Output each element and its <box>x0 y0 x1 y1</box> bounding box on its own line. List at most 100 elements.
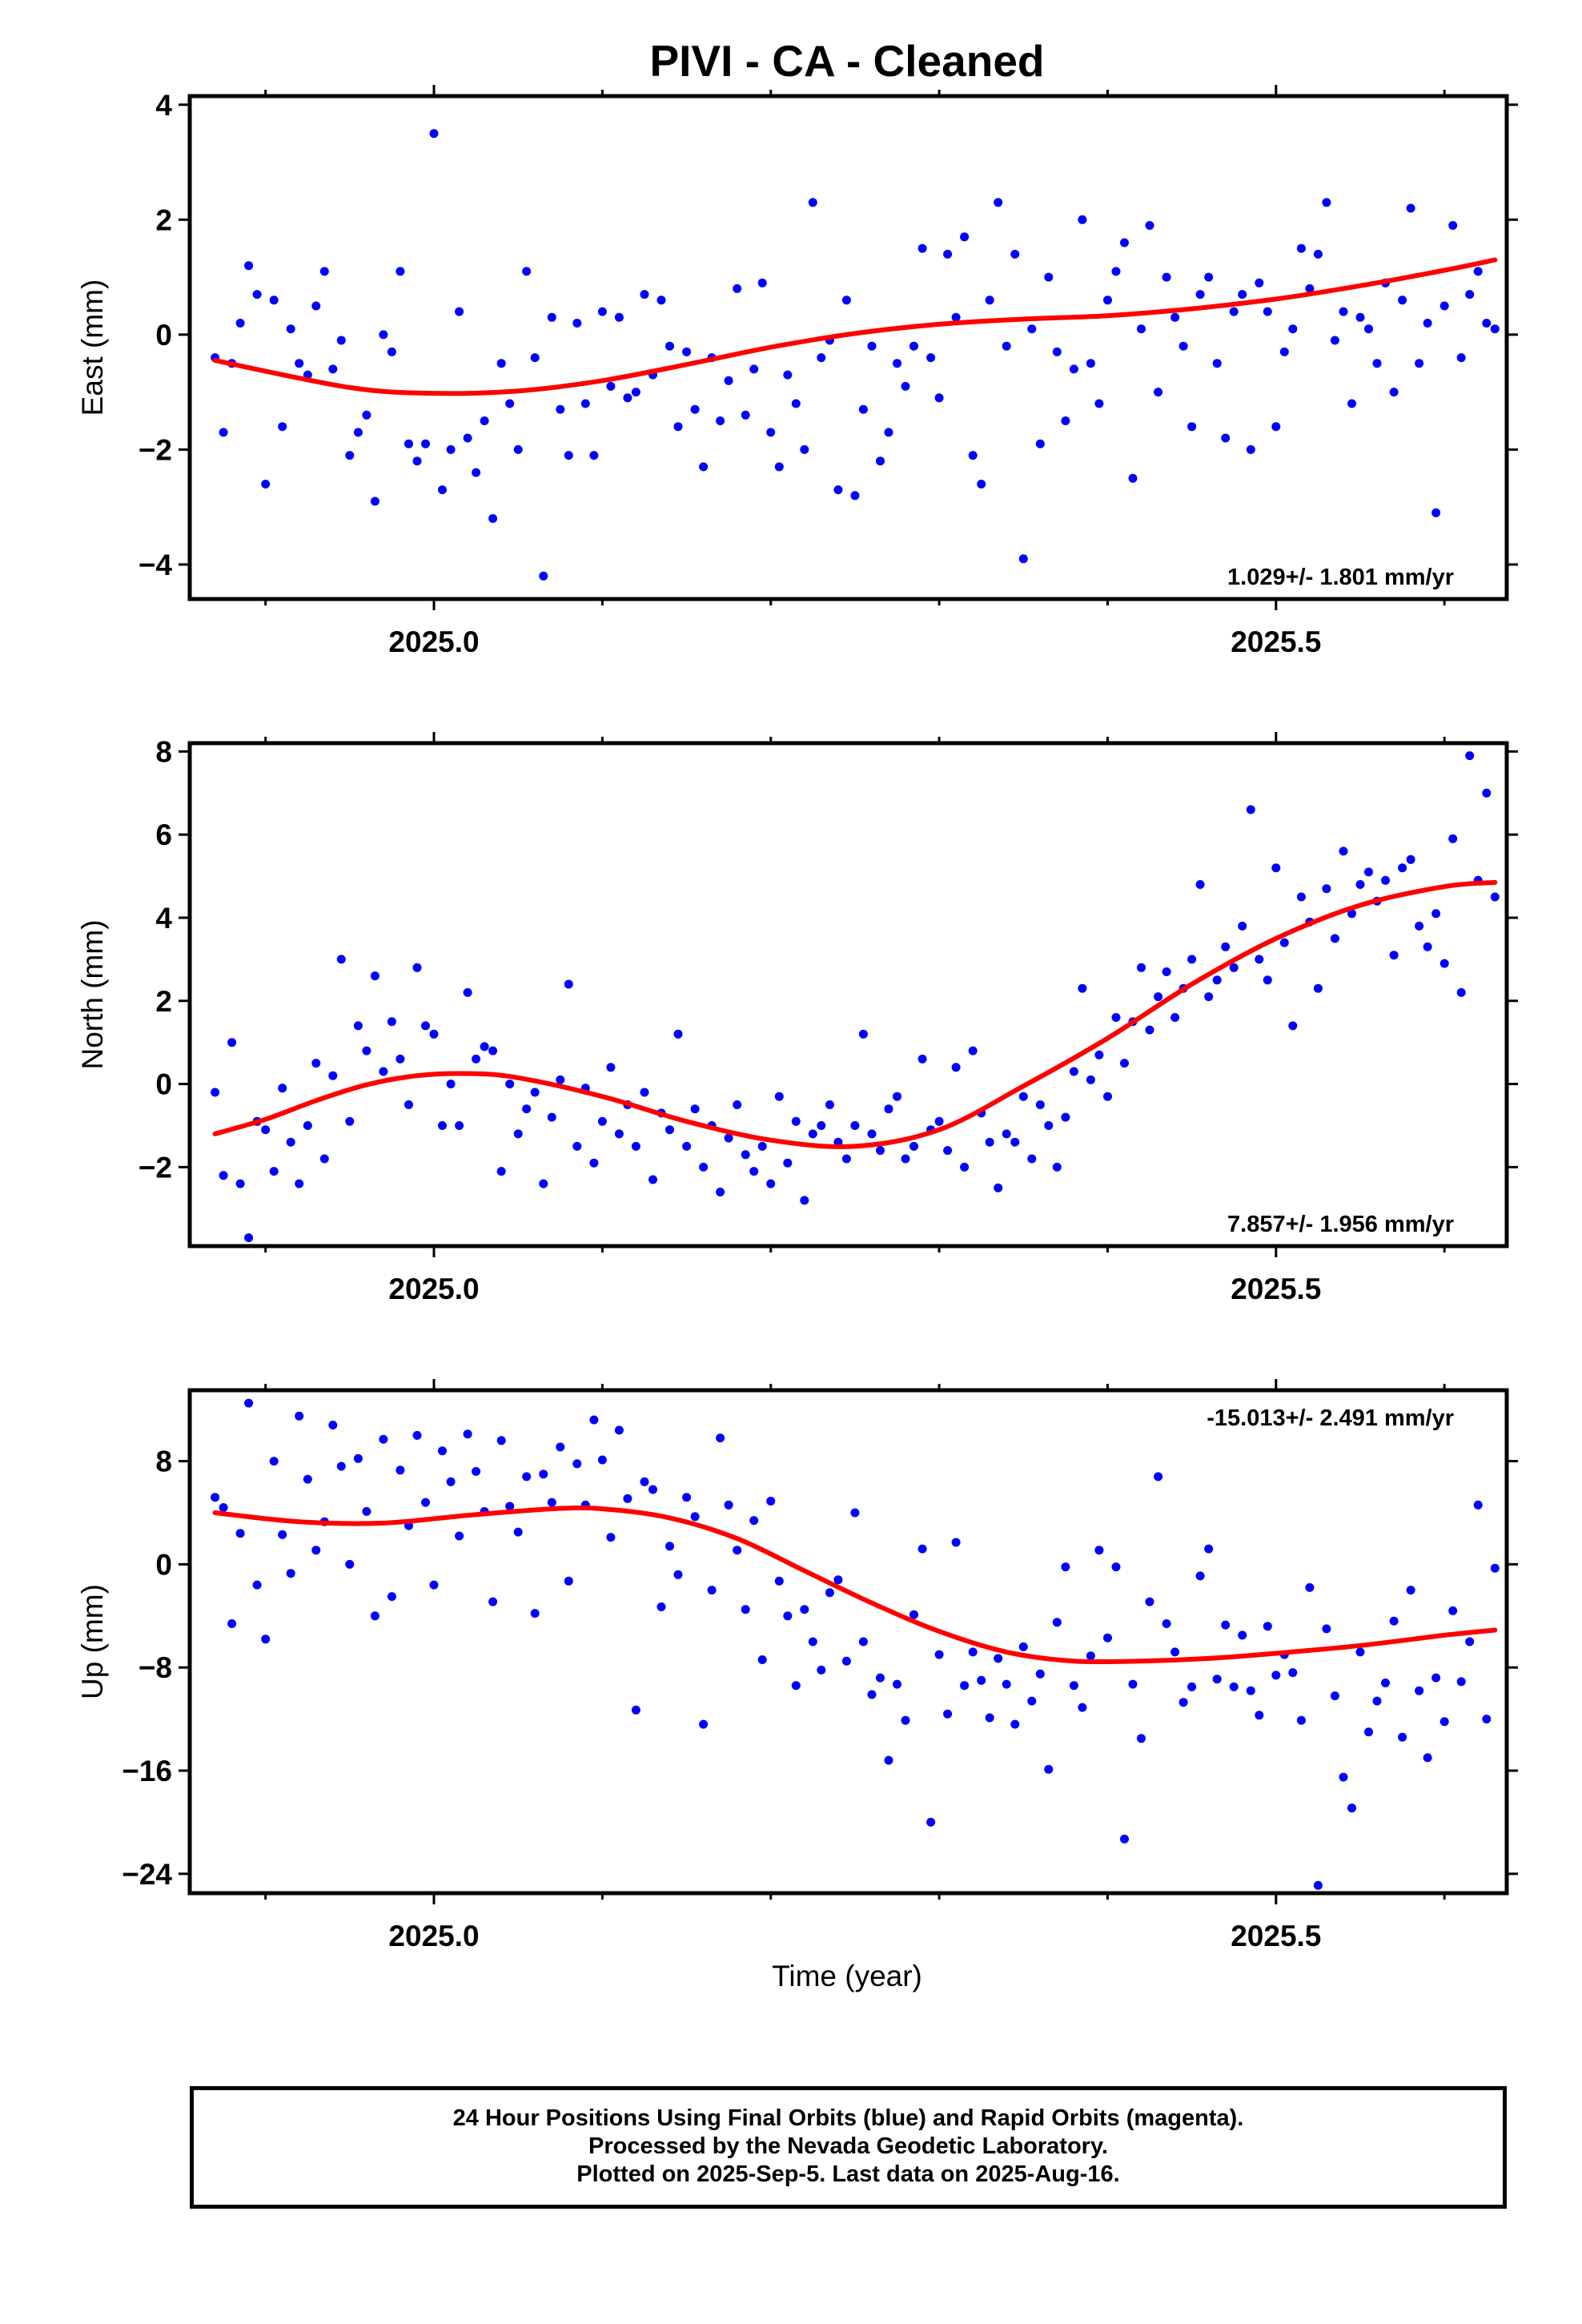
x-tick-label: 2025.0 <box>388 625 479 658</box>
data-point <box>488 514 498 523</box>
data-point <box>328 364 338 374</box>
caption-line-3: Plotted on 2025-Sep-5. Last data on 2025… <box>576 2161 1120 2187</box>
data-point <box>547 1112 556 1122</box>
data-point <box>631 1141 640 1151</box>
data-point <box>783 1611 793 1621</box>
data-point <box>1381 1679 1390 1687</box>
data-point <box>1296 1715 1306 1725</box>
data-point <box>1355 880 1365 889</box>
data-point <box>1018 1642 1028 1651</box>
data-point <box>1002 1679 1011 1689</box>
data-point <box>336 955 346 964</box>
data-point <box>901 1154 910 1164</box>
data-point <box>1027 1696 1037 1706</box>
data-point <box>1347 1803 1356 1813</box>
data-point <box>741 1605 750 1614</box>
data-point <box>994 198 1003 207</box>
y-tick-label: 0 <box>155 1068 172 1101</box>
data-point <box>1120 1059 1129 1068</box>
data-point <box>244 1233 254 1243</box>
data-point <box>319 267 329 276</box>
data-point <box>219 1503 228 1512</box>
data-point <box>699 1162 709 1172</box>
data-point <box>774 1576 784 1586</box>
data-point <box>1347 909 1356 919</box>
data-point <box>1398 863 1407 873</box>
data-point <box>1195 1571 1205 1581</box>
y-tick-label: 4 <box>155 902 172 935</box>
data-point <box>1271 422 1281 432</box>
data-point <box>1170 1647 1180 1657</box>
data-point <box>463 1429 472 1439</box>
data-point <box>429 129 439 139</box>
y-tick-label: −8 <box>139 1651 172 1684</box>
data-point <box>1473 1500 1483 1510</box>
data-point <box>1279 938 1289 947</box>
data-point <box>1364 867 1373 877</box>
rate-label: 1.029+/- 1.801 mm/yr <box>1227 565 1454 590</box>
data-point <box>1465 1637 1475 1647</box>
y-axis-label: Up (mm) <box>76 1584 109 1699</box>
data-point <box>1204 992 1214 1002</box>
data-point <box>303 1474 312 1484</box>
chart-title: PIVI - CA - Cleaned <box>649 36 1044 86</box>
x-tick-label: 2025.5 <box>1231 1273 1321 1305</box>
data-point <box>387 347 396 356</box>
data-point <box>1078 215 1087 224</box>
data-point <box>960 1162 970 1172</box>
data-point <box>825 1588 834 1598</box>
data-point <box>455 307 464 316</box>
data-point <box>1406 1586 1415 1595</box>
data-point <box>1120 238 1129 247</box>
data-point <box>1431 909 1441 919</box>
data-point <box>295 1411 304 1421</box>
data-point <box>421 439 430 448</box>
data-point <box>850 491 860 501</box>
data-point <box>1296 243 1306 253</box>
data-point <box>261 480 271 489</box>
data-point <box>614 312 624 322</box>
data-point <box>757 1141 767 1151</box>
data-point <box>219 1171 228 1180</box>
data-point <box>1238 290 1247 300</box>
data-point <box>455 1121 464 1130</box>
data-point <box>867 1690 877 1699</box>
data-point <box>1212 359 1222 368</box>
data-point <box>994 1654 1003 1663</box>
data-point <box>345 451 355 460</box>
data-point <box>707 1586 717 1595</box>
data-point <box>1263 307 1272 316</box>
data-point <box>724 1500 733 1510</box>
data-point <box>396 1054 405 1063</box>
data-point <box>901 381 910 391</box>
data-point <box>808 198 817 207</box>
data-point <box>1322 884 1331 894</box>
data-point <box>1137 1734 1146 1743</box>
data-point <box>235 319 245 328</box>
data-point <box>412 456 422 466</box>
data-point <box>1482 788 1492 798</box>
data-point <box>648 1175 657 1184</box>
data-point <box>1195 880 1205 889</box>
data-point <box>1423 942 1432 951</box>
data-point <box>1263 1622 1272 1631</box>
data-point <box>572 1459 582 1469</box>
data-point <box>893 1092 901 1101</box>
data-point <box>749 364 759 374</box>
data-point <box>774 1092 784 1101</box>
data-point <box>446 1477 456 1486</box>
data-point <box>884 1755 893 1765</box>
data-point <box>396 267 405 276</box>
data-point <box>1305 283 1315 293</box>
data-point <box>968 1046 978 1055</box>
data-point <box>370 971 379 981</box>
data-point <box>1381 875 1390 885</box>
data-point <box>665 1542 674 1551</box>
data-point <box>1018 554 1028 564</box>
data-point <box>496 359 506 368</box>
data-point <box>934 1116 944 1126</box>
data-point <box>858 1029 868 1039</box>
data-point <box>1128 1679 1138 1689</box>
data-point <box>328 1071 338 1080</box>
data-point <box>446 444 456 454</box>
